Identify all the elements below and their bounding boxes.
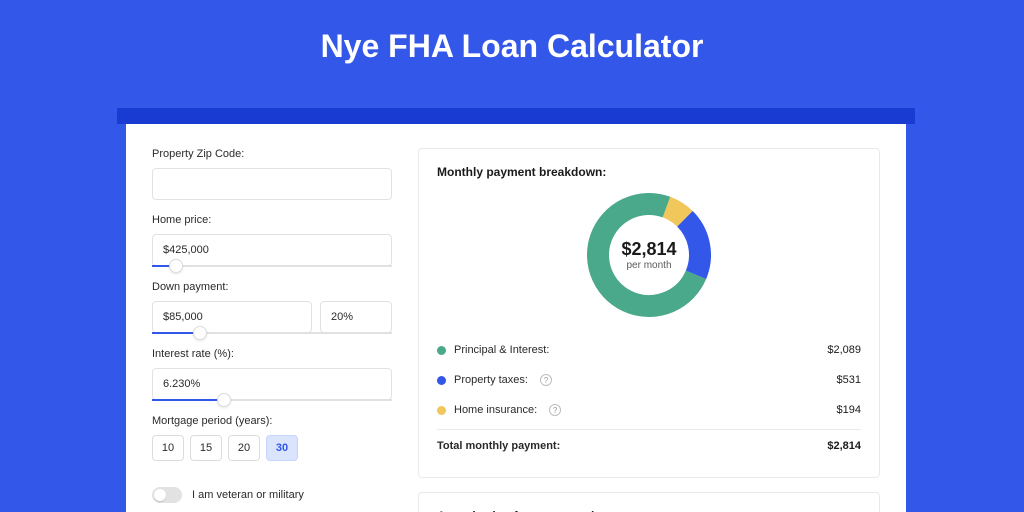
breakdown-legend: Principal & Interest: $2,089 Property taxe…	[437, 335, 861, 425]
home-price-input[interactable]	[152, 234, 392, 266]
toggle-knob-icon	[154, 489, 166, 501]
page-title: Nye FHA Loan Calculator	[0, 0, 1024, 65]
home-price-slider[interactable]	[152, 265, 392, 267]
legend-swatch-icon	[437, 346, 446, 355]
legend-label: Principal & Interest:	[454, 344, 549, 356]
down-payment-pct-input[interactable]	[320, 301, 392, 333]
legend-label: Property taxes:	[454, 374, 528, 386]
slider-thumb-icon[interactable]	[193, 326, 207, 340]
legend-value: $531	[837, 374, 861, 386]
donut-amount: $2,814	[621, 239, 676, 260]
breakdown-section: Monthly payment breakdown: $2,814 per mo…	[418, 148, 880, 478]
period-button-20[interactable]: 20	[228, 435, 260, 461]
legend-swatch-icon	[437, 406, 446, 415]
total-label: Total monthly payment:	[437, 440, 560, 452]
period-button-30[interactable]: 30	[266, 435, 298, 461]
donut-chart: $2,814 per month	[587, 193, 711, 317]
donut-chart-wrap: $2,814 per month	[437, 179, 861, 335]
period-button-15[interactable]: 15	[190, 435, 222, 461]
zip-input[interactable]	[152, 168, 392, 200]
legend-row: Home insurance:? $194	[437, 395, 861, 425]
amortization-section: Amortization for mortgage loan Amortizat…	[418, 492, 880, 512]
down-payment-input[interactable]	[152, 301, 312, 333]
legend-value: $2,089	[827, 344, 861, 356]
veteran-toggle[interactable]	[152, 487, 182, 503]
down-payment-slider[interactable]	[152, 332, 392, 334]
legend-value: $194	[837, 404, 861, 416]
mortgage-period-group: 10152030	[152, 435, 392, 461]
zip-label: Property Zip Code:	[152, 148, 392, 160]
down-payment-label: Down payment:	[152, 281, 392, 293]
legend-row: Principal & Interest: $2,089	[437, 335, 861, 365]
breakdown-title: Monthly payment breakdown:	[437, 165, 861, 179]
legend-label: Home insurance:	[454, 404, 537, 416]
card-top-shadow	[117, 108, 915, 124]
calculator-card: Property Zip Code: Home price: Down paym…	[126, 124, 906, 512]
info-icon[interactable]: ?	[540, 374, 552, 386]
veteran-label: I am veteran or military	[192, 489, 304, 501]
interest-rate-label: Interest rate (%):	[152, 348, 392, 360]
total-row: Total monthly payment: $2,814	[437, 429, 861, 461]
legend-row: Property taxes:? $531	[437, 365, 861, 395]
total-value: $2,814	[827, 440, 861, 452]
info-icon[interactable]: ?	[549, 404, 561, 416]
mortgage-period-label: Mortgage period (years):	[152, 415, 392, 427]
slider-thumb-icon[interactable]	[217, 393, 231, 407]
page-background: Nye FHA Loan Calculator Property Zip Cod…	[0, 0, 1024, 512]
slider-thumb-icon[interactable]	[169, 259, 183, 273]
legend-swatch-icon	[437, 376, 446, 385]
form-column: Property Zip Code: Home price: Down paym…	[152, 148, 392, 488]
interest-rate-input[interactable]	[152, 368, 392, 400]
donut-sublabel: per month	[626, 260, 671, 271]
period-button-10[interactable]: 10	[152, 435, 184, 461]
home-price-label: Home price:	[152, 214, 392, 226]
breakdown-column: Monthly payment breakdown: $2,814 per mo…	[418, 148, 880, 488]
interest-rate-slider[interactable]	[152, 399, 392, 401]
